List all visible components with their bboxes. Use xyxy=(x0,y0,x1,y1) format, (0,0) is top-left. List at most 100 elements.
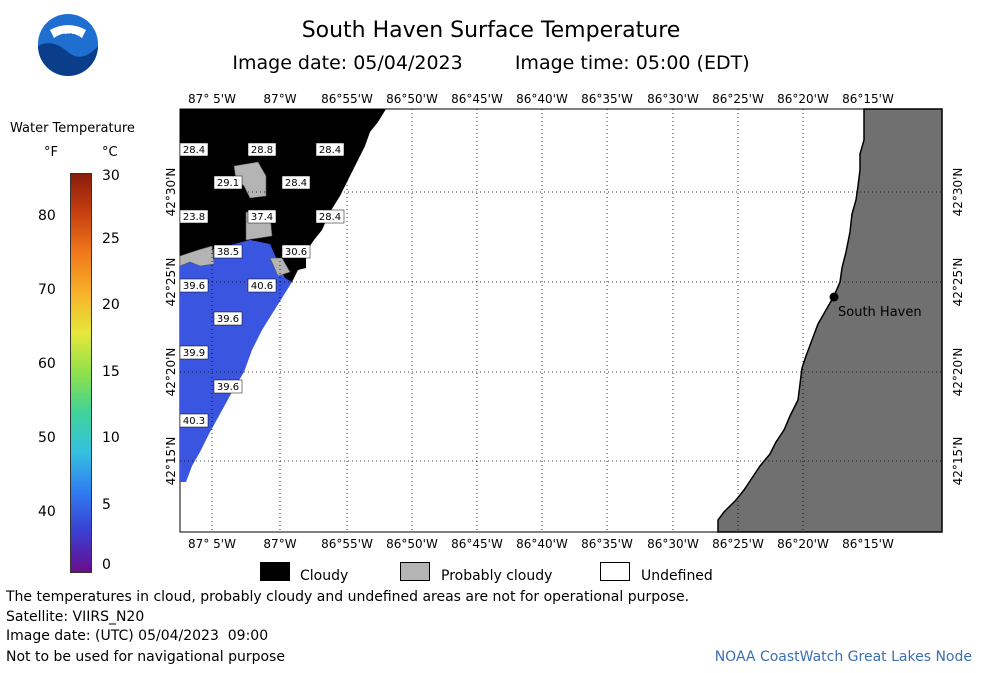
probably-cloudy-swatch xyxy=(400,562,430,581)
longitude-label: 87°W xyxy=(263,537,296,551)
temperature-label: 28.4 xyxy=(319,145,341,156)
celsius-tick: 10 xyxy=(102,430,120,446)
unit-celsius: °C xyxy=(102,145,118,160)
temperature-label: 28.4 xyxy=(285,178,307,189)
temperature-label: 39.6 xyxy=(183,281,205,292)
latitude-label: 42°30'N xyxy=(951,168,965,217)
longitude-label: 86°30'W xyxy=(647,92,699,106)
latitude-label: 42°25'N xyxy=(164,258,178,307)
longitude-label: 86°25'W xyxy=(712,537,764,551)
temperature-label-box xyxy=(179,209,209,224)
nav-warning-text: Not to be used for navigational purpose xyxy=(6,649,285,665)
probably-cloudy-area-4 xyxy=(269,257,291,277)
temperature-label-box xyxy=(213,311,243,326)
longitude-labels-top: 87° 5'W 87°W 86°55'W 86°50'W 86°45'W 86°40'W 8… xyxy=(188,92,894,106)
temperature-label-box xyxy=(281,244,311,259)
latitude-label: 42°15'N xyxy=(951,437,965,486)
temperature-label-box xyxy=(179,413,209,428)
temperature-label-box xyxy=(213,379,243,394)
noaa-logo: NOAA xyxy=(38,14,98,76)
temperature-labels: 28.4 28.8 28.4 29.1 28.4 23.8 37.4 28.4 38.5 30.6… xyxy=(179,142,345,428)
colorbar-title: Water Temperature xyxy=(10,121,135,136)
graticule xyxy=(180,109,942,532)
page-title: South Haven Surface Temperature xyxy=(301,18,681,43)
longitude-label: 86°35'W xyxy=(581,92,633,106)
celsius-tick: 25 xyxy=(102,231,120,247)
legend-probably-cloudy: Probably cloudy xyxy=(441,568,553,584)
temperature-label: 40.3 xyxy=(183,416,205,427)
longitude-label: 86°40'W xyxy=(516,92,568,106)
temperature-label: 39.9 xyxy=(183,348,205,359)
legend-undefined: Undefined xyxy=(641,568,713,584)
temperature-label: 39.6 xyxy=(217,382,239,393)
cloudy-swatch xyxy=(260,562,290,581)
longitude-label: 86°25'W xyxy=(712,92,764,106)
celsius-tick: 5 xyxy=(102,497,111,513)
temperature-label-box xyxy=(315,142,345,157)
temperature-label-box xyxy=(179,142,209,157)
temperature-label: 28.4 xyxy=(319,212,341,223)
temperature-label: 28.4 xyxy=(183,145,205,156)
longitude-label: 86°45'W xyxy=(451,537,503,551)
latitude-labels-right: 42°30'N 42°25'N 42°20'N 42°15'N xyxy=(951,168,965,486)
temperature-label: 23.8 xyxy=(183,212,205,223)
temperature-label-box xyxy=(213,244,243,259)
probably-cloudy-area-3 xyxy=(179,245,215,267)
longitude-label: 87° 5'W xyxy=(188,537,236,551)
longitude-label: 87° 5'W xyxy=(188,92,236,106)
celsius-tick: 15 xyxy=(102,364,120,380)
temperature-label: 30.6 xyxy=(285,247,307,258)
credit-text: NOAA CoastWatch Great Lakes Node xyxy=(714,649,972,665)
fahrenheit-tick: 80 xyxy=(38,208,56,224)
fahrenheit-tick: 60 xyxy=(38,356,56,372)
temperature-label: 37.4 xyxy=(251,212,273,223)
longitude-label: 86°45'W xyxy=(451,92,503,106)
south-haven-marker xyxy=(829,292,839,302)
temperature-label-box xyxy=(315,209,345,224)
celsius-tick: 30 xyxy=(102,168,120,184)
latitude-labels-left: 42°30'N 42°25'N 42°20'N 42°15'N xyxy=(164,168,178,486)
unit-fahrenheit: °F xyxy=(44,145,58,160)
latitude-label: 42°15'N xyxy=(164,437,178,486)
longitude-label: 86°35'W xyxy=(581,537,633,551)
temperature-label: 40.6 xyxy=(251,281,273,292)
longitude-label: 87°W xyxy=(263,92,296,106)
latitude-label: 42°20'N xyxy=(164,348,178,397)
image-datetime: Image date: 05/04/2023 Image time: 05:00… xyxy=(0,52,982,74)
legend-cloudy: Cloudy xyxy=(300,568,349,584)
latitude-label: 42°25'N xyxy=(951,258,965,307)
fahrenheit-tick: 40 xyxy=(38,504,56,520)
temperature-map: South Haven 28.4 28.8 28.4 29.1 28.4 23.8 37.4… xyxy=(164,92,965,551)
longitude-label: 86°20'W xyxy=(777,537,829,551)
temperature-label-box xyxy=(179,278,209,293)
longitude-label: 86°50'W xyxy=(386,92,438,106)
logo-text: NOAA xyxy=(58,28,79,36)
latitude-label: 42°30'N xyxy=(164,168,178,217)
temperature-label-box xyxy=(247,278,277,293)
celsius-tick: 20 xyxy=(102,297,120,313)
image-date: Image date: 05/04/2023 xyxy=(232,52,463,74)
fahrenheit-tick: 50 xyxy=(38,430,56,446)
latitude-label: 42°20'N xyxy=(951,348,965,397)
utc-date-text: Image date: (UTC) 05/04/2023 09:00 xyxy=(6,628,269,644)
longitude-label: 86°55'W xyxy=(321,537,373,551)
temperature-label-box xyxy=(179,345,209,360)
temperature-label: 39.6 xyxy=(217,314,239,325)
temperature-label-box xyxy=(247,209,277,224)
colorbar xyxy=(70,173,92,573)
image-time: Image time: 05:00 (EDT) xyxy=(514,52,750,74)
temperature-label-box xyxy=(247,142,277,157)
place-label: South Haven xyxy=(838,305,922,320)
celsius-tick: 0 xyxy=(102,557,111,573)
disclaimer-text: The temperatures in cloud, probably clou… xyxy=(6,589,690,605)
longitude-label: 86°15'W xyxy=(842,92,894,106)
land-area xyxy=(717,108,943,533)
undefined-swatch xyxy=(600,562,630,581)
temperature-label: 28.8 xyxy=(251,145,273,156)
longitude-label: 86°30'W xyxy=(647,537,699,551)
temperature-label-box xyxy=(213,175,243,190)
temperature-label: 29.1 xyxy=(217,178,239,189)
satellite-text: Satellite: VIIRS_N20 xyxy=(6,609,145,625)
longitude-label: 86°50'W xyxy=(386,537,438,551)
longitude-label: 86°40'W xyxy=(516,537,568,551)
